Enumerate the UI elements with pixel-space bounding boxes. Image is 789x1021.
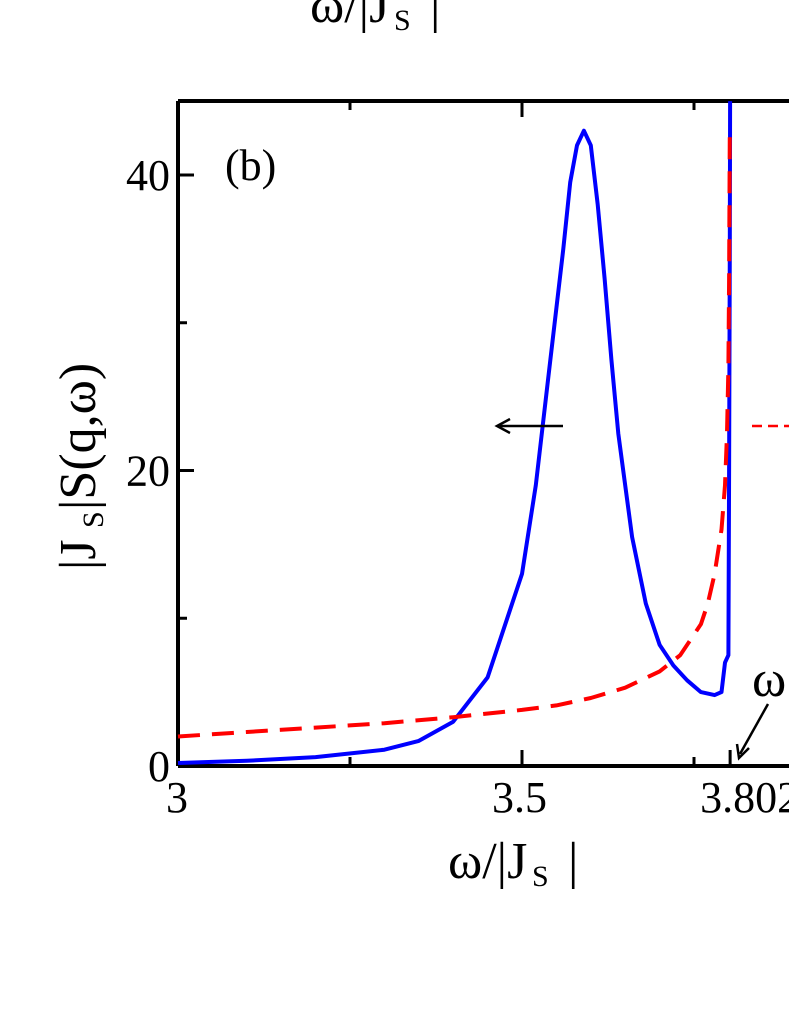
left-arrow-annotation bbox=[494, 417, 563, 435]
y-tick-label: 0 bbox=[148, 742, 170, 791]
top-cut-axis-label: ω/|J S | bbox=[310, 0, 440, 37]
y-axis-label-open: |J bbox=[50, 539, 107, 570]
top-cut-label-sub: S bbox=[394, 4, 411, 37]
left-arrow-head bbox=[494, 417, 511, 435]
series-line-dashed bbox=[177, 130, 732, 739]
omega-arrow-head bbox=[735, 743, 750, 761]
y-tick-label: 40 bbox=[126, 151, 170, 200]
plot-frame bbox=[176, 99, 789, 768]
omega-annotation: ω bbox=[735, 651, 786, 761]
x-tick-label: 3 bbox=[166, 773, 188, 822]
series-line-solid bbox=[177, 101, 733, 765]
omega-arrow-shaft bbox=[738, 703, 770, 755]
x-axis-label-main: ω/|J bbox=[448, 833, 527, 890]
axis-ticks bbox=[178, 101, 732, 766]
tick-labels: 3 3.5 3.8025 0 20 40 bbox=[126, 151, 789, 822]
x-tick-label: 3.5 bbox=[492, 773, 547, 822]
omega-label: ω bbox=[752, 651, 786, 708]
x-tick-label: 3.8025 bbox=[700, 773, 789, 822]
y-tick-label: 20 bbox=[126, 447, 170, 496]
y-axis-label-rest: |S(q,ω) bbox=[50, 363, 107, 510]
panel-label: (b) bbox=[225, 141, 276, 190]
y-axis-label: |J S |S(q,ω) bbox=[50, 363, 110, 570]
series-layer bbox=[177, 101, 733, 765]
top-cut-label-bar: | bbox=[430, 0, 440, 34]
top-cut-label-omega: ω/|J bbox=[310, 0, 389, 34]
x-axis-label: ω/|J S | bbox=[448, 833, 578, 893]
x-axis-label-sub: S bbox=[532, 860, 549, 893]
x-axis-label-bar: | bbox=[568, 833, 578, 890]
y-axis-label-sub: S bbox=[77, 511, 110, 528]
